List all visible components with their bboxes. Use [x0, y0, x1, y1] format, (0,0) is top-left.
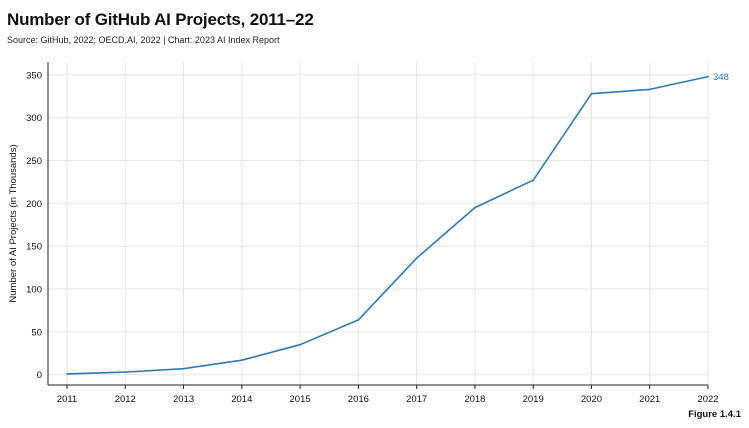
x-tick-label: 2017: [406, 394, 427, 405]
chart-title: Number of GitHub AI Projects, 2011–22: [7, 10, 314, 29]
x-tick-label: 2022: [697, 394, 718, 405]
y-tick-label: 200: [26, 199, 42, 210]
data-point: [532, 179, 535, 182]
y-tick-labels: 0 50 100 150 200 250 300 350: [26, 70, 42, 381]
x-tick-label: 2015: [290, 394, 311, 405]
x-tick-labels: 2011 2012 2013 2014 2015 2016 2017 2018 2019 2020…: [57, 394, 719, 405]
x-tick-label: 2013: [173, 394, 194, 405]
data-point: [299, 343, 301, 346]
y-axis-label: Number of AI Projects (in Thousands): [8, 144, 19, 302]
x-tick-label: 2019: [523, 394, 544, 405]
y-tick-label: 150: [26, 242, 42, 253]
x-tick-label: 2011: [57, 394, 77, 405]
data-point: [357, 318, 360, 321]
data-point: [648, 88, 651, 91]
y-tick-label: 0: [37, 370, 42, 381]
data-point: [415, 257, 418, 260]
x-tick-label: 2016: [348, 394, 369, 405]
data-point: [182, 367, 185, 370]
data-point: [240, 359, 243, 362]
x-tick-label: 2012: [115, 394, 136, 405]
axes: [47, 62, 709, 389]
x-tick-label: 2021: [639, 394, 660, 405]
y-tick-label: 250: [26, 156, 42, 167]
y-tick-label: 50: [31, 327, 42, 338]
y-tick-label: 350: [26, 70, 42, 81]
data-series: 348: [66, 72, 729, 375]
x-tick-label: 2018: [464, 394, 485, 405]
x-tick-label: 2020: [581, 394, 602, 405]
data-point: [707, 75, 709, 78]
data-point: [66, 372, 68, 375]
data-point: [590, 92, 593, 95]
y-tick-label: 300: [26, 113, 42, 124]
figure-label: Figure 1.4.1: [688, 409, 741, 420]
data-point: [124, 371, 127, 374]
grid-lines: [48, 62, 709, 385]
data-point: [474, 206, 476, 209]
y-tick-label: 100: [26, 285, 42, 296]
x-tick-label: 2014: [231, 394, 252, 405]
chart-source: Source: GitHub, 2022; OECD.AI, 2022 | Ch…: [7, 35, 280, 45]
end-value-label: 348: [713, 72, 729, 83]
series-line: [66, 75, 709, 375]
